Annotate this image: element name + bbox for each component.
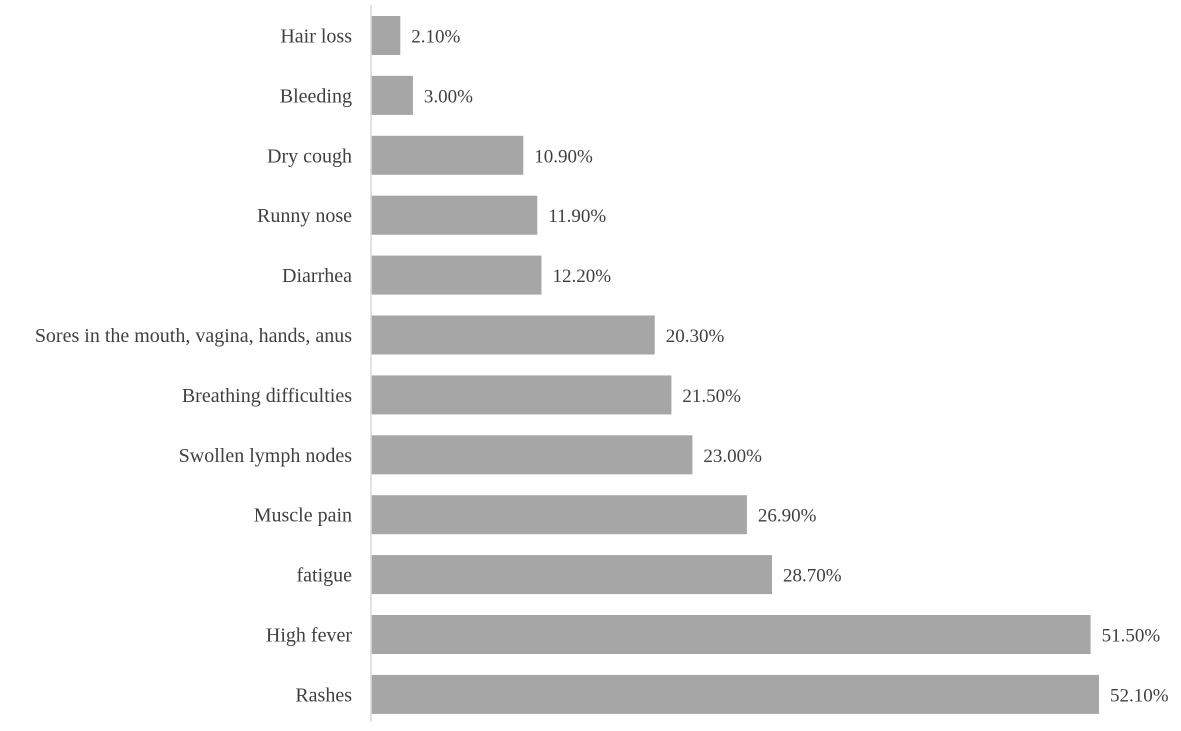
bar [371, 195, 538, 235]
value-label: 26.90% [758, 506, 817, 527]
value-label: 3.00% [424, 86, 473, 107]
category-label: Hair loss [280, 26, 352, 48]
bar [371, 495, 747, 535]
bar [371, 16, 401, 55]
category-label: Sores in the mouth, vagina, hands, anus [35, 325, 352, 347]
bar [371, 435, 693, 475]
value-label: 10.90% [534, 146, 593, 167]
category-label: fatigue [296, 565, 352, 587]
bar [371, 255, 542, 295]
value-label: 20.30% [666, 326, 725, 347]
category-label: Dry cough [267, 145, 352, 167]
bar [371, 135, 524, 175]
category-label: Diarrhea [282, 265, 352, 287]
bar [371, 75, 413, 115]
value-labels: 2.10% 3.00% 10.90% 11.90% 12.20% 20.30% 21.50%… [411, 27, 1168, 707]
category-label: High fever [266, 625, 352, 647]
category-label: Bleeding [280, 85, 352, 107]
value-label: 2.10% [411, 27, 460, 48]
category-label: Swollen lymph nodes [179, 445, 353, 467]
category-label: Runny nose [257, 205, 352, 227]
bar [371, 615, 1091, 654]
category-label: Muscle pain [254, 505, 352, 527]
value-label: 21.50% [682, 386, 741, 407]
bar [371, 555, 772, 595]
bar [371, 315, 655, 355]
value-label: 51.50% [1102, 626, 1161, 647]
category-labels: Hair loss Bleeding Dry cough Runny nose Diar… [35, 26, 353, 707]
value-label: 52.10% [1110, 685, 1169, 706]
value-label: 23.00% [703, 446, 762, 467]
value-label: 12.20% [553, 266, 612, 287]
bar [371, 674, 1099, 714]
bars-group [371, 16, 1099, 714]
bar [371, 375, 672, 415]
value-label: 28.70% [783, 566, 842, 587]
category-label: Breathing difficulties [182, 385, 352, 407]
value-label: 11.90% [548, 206, 606, 227]
category-label: Rashes [295, 684, 352, 706]
